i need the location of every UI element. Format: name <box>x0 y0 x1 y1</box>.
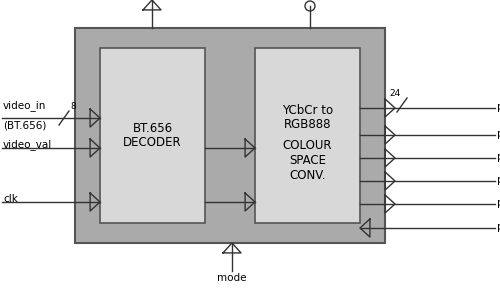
Text: clk: clk <box>3 194 18 204</box>
Text: video_in: video_in <box>3 100 46 111</box>
Text: BT.656
DECODER: BT.656 DECODER <box>123 121 182 149</box>
Text: 8: 8 <box>70 102 76 111</box>
Text: COLOUR
SPACE
CONV.: COLOUR SPACE CONV. <box>283 139 332 182</box>
Text: (BT.656): (BT.656) <box>3 121 46 131</box>
Text: YCbCr to
RGB888: YCbCr to RGB888 <box>282 104 333 131</box>
Bar <box>75 28 385 243</box>
Bar <box>100 48 205 223</box>
Text: pixout_vsync: pixout_vsync <box>497 152 500 162</box>
Text: pixout_val: pixout_val <box>497 198 500 208</box>
Text: 24: 24 <box>389 89 400 98</box>
Text: pixout_field: pixout_field <box>497 129 500 140</box>
Text: video_val: video_val <box>3 140 52 150</box>
Text: pixout_hsync: pixout_hsync <box>497 175 500 185</box>
Text: mode: mode <box>217 273 247 283</box>
Bar <box>255 48 360 223</box>
Text: pixout_rdy: pixout_rdy <box>497 222 500 233</box>
Text: pixout: pixout <box>497 102 500 112</box>
